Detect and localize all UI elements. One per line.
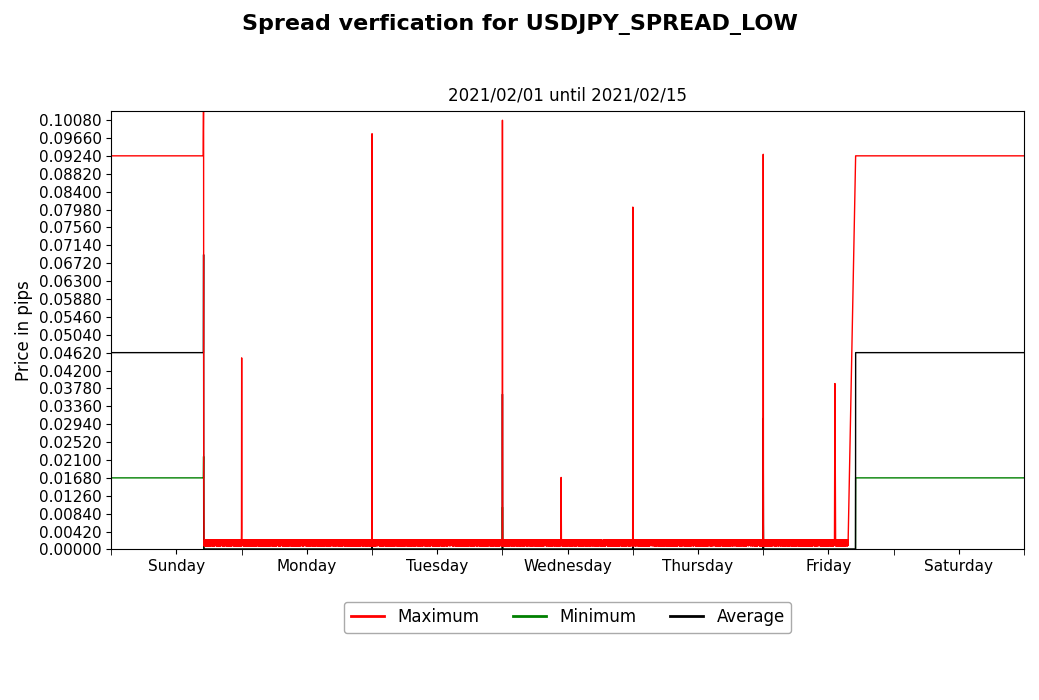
Average — [197, 545, 210, 553]
Maximum — [601, 536, 613, 544]
Maximum — [197, 98, 210, 106]
Average — [782, 545, 795, 553]
Maximum — [782, 536, 795, 545]
Minimum — [197, 545, 210, 554]
Minimum — [655, 545, 667, 554]
Text: Spread verfication for USDJPY_SPREAD_LOW: Spread verfication for USDJPY_SPREAD_LOW — [241, 14, 798, 35]
Line: Maximum: Maximum — [111, 102, 1024, 546]
Minimum — [167, 474, 180, 482]
Average — [601, 545, 613, 553]
Maximum — [721, 542, 734, 550]
Line: Minimum: Minimum — [111, 456, 1024, 550]
Average — [655, 545, 667, 553]
Average — [197, 251, 210, 259]
Average — [324, 545, 337, 553]
Maximum — [324, 540, 337, 548]
Maximum — [455, 538, 468, 547]
Maximum — [105, 152, 117, 160]
Minimum — [105, 474, 117, 482]
Maximum — [167, 152, 180, 160]
Average — [105, 349, 117, 357]
Minimum — [324, 545, 337, 554]
Legend: Maximum, Minimum, Average: Maximum, Minimum, Average — [344, 601, 792, 633]
Title: 2021/02/01 until 2021/02/15: 2021/02/01 until 2021/02/15 — [448, 86, 687, 104]
Minimum — [782, 545, 795, 554]
Minimum — [455, 545, 468, 554]
Minimum — [1018, 474, 1031, 482]
Minimum — [601, 545, 613, 554]
Average — [455, 545, 468, 553]
Y-axis label: Price in pips: Price in pips — [15, 280, 33, 381]
Average — [1018, 349, 1031, 357]
Maximum — [655, 540, 667, 549]
Average — [167, 349, 180, 357]
Line: Average: Average — [111, 255, 1024, 549]
Maximum — [1018, 152, 1031, 160]
Minimum — [197, 452, 210, 461]
